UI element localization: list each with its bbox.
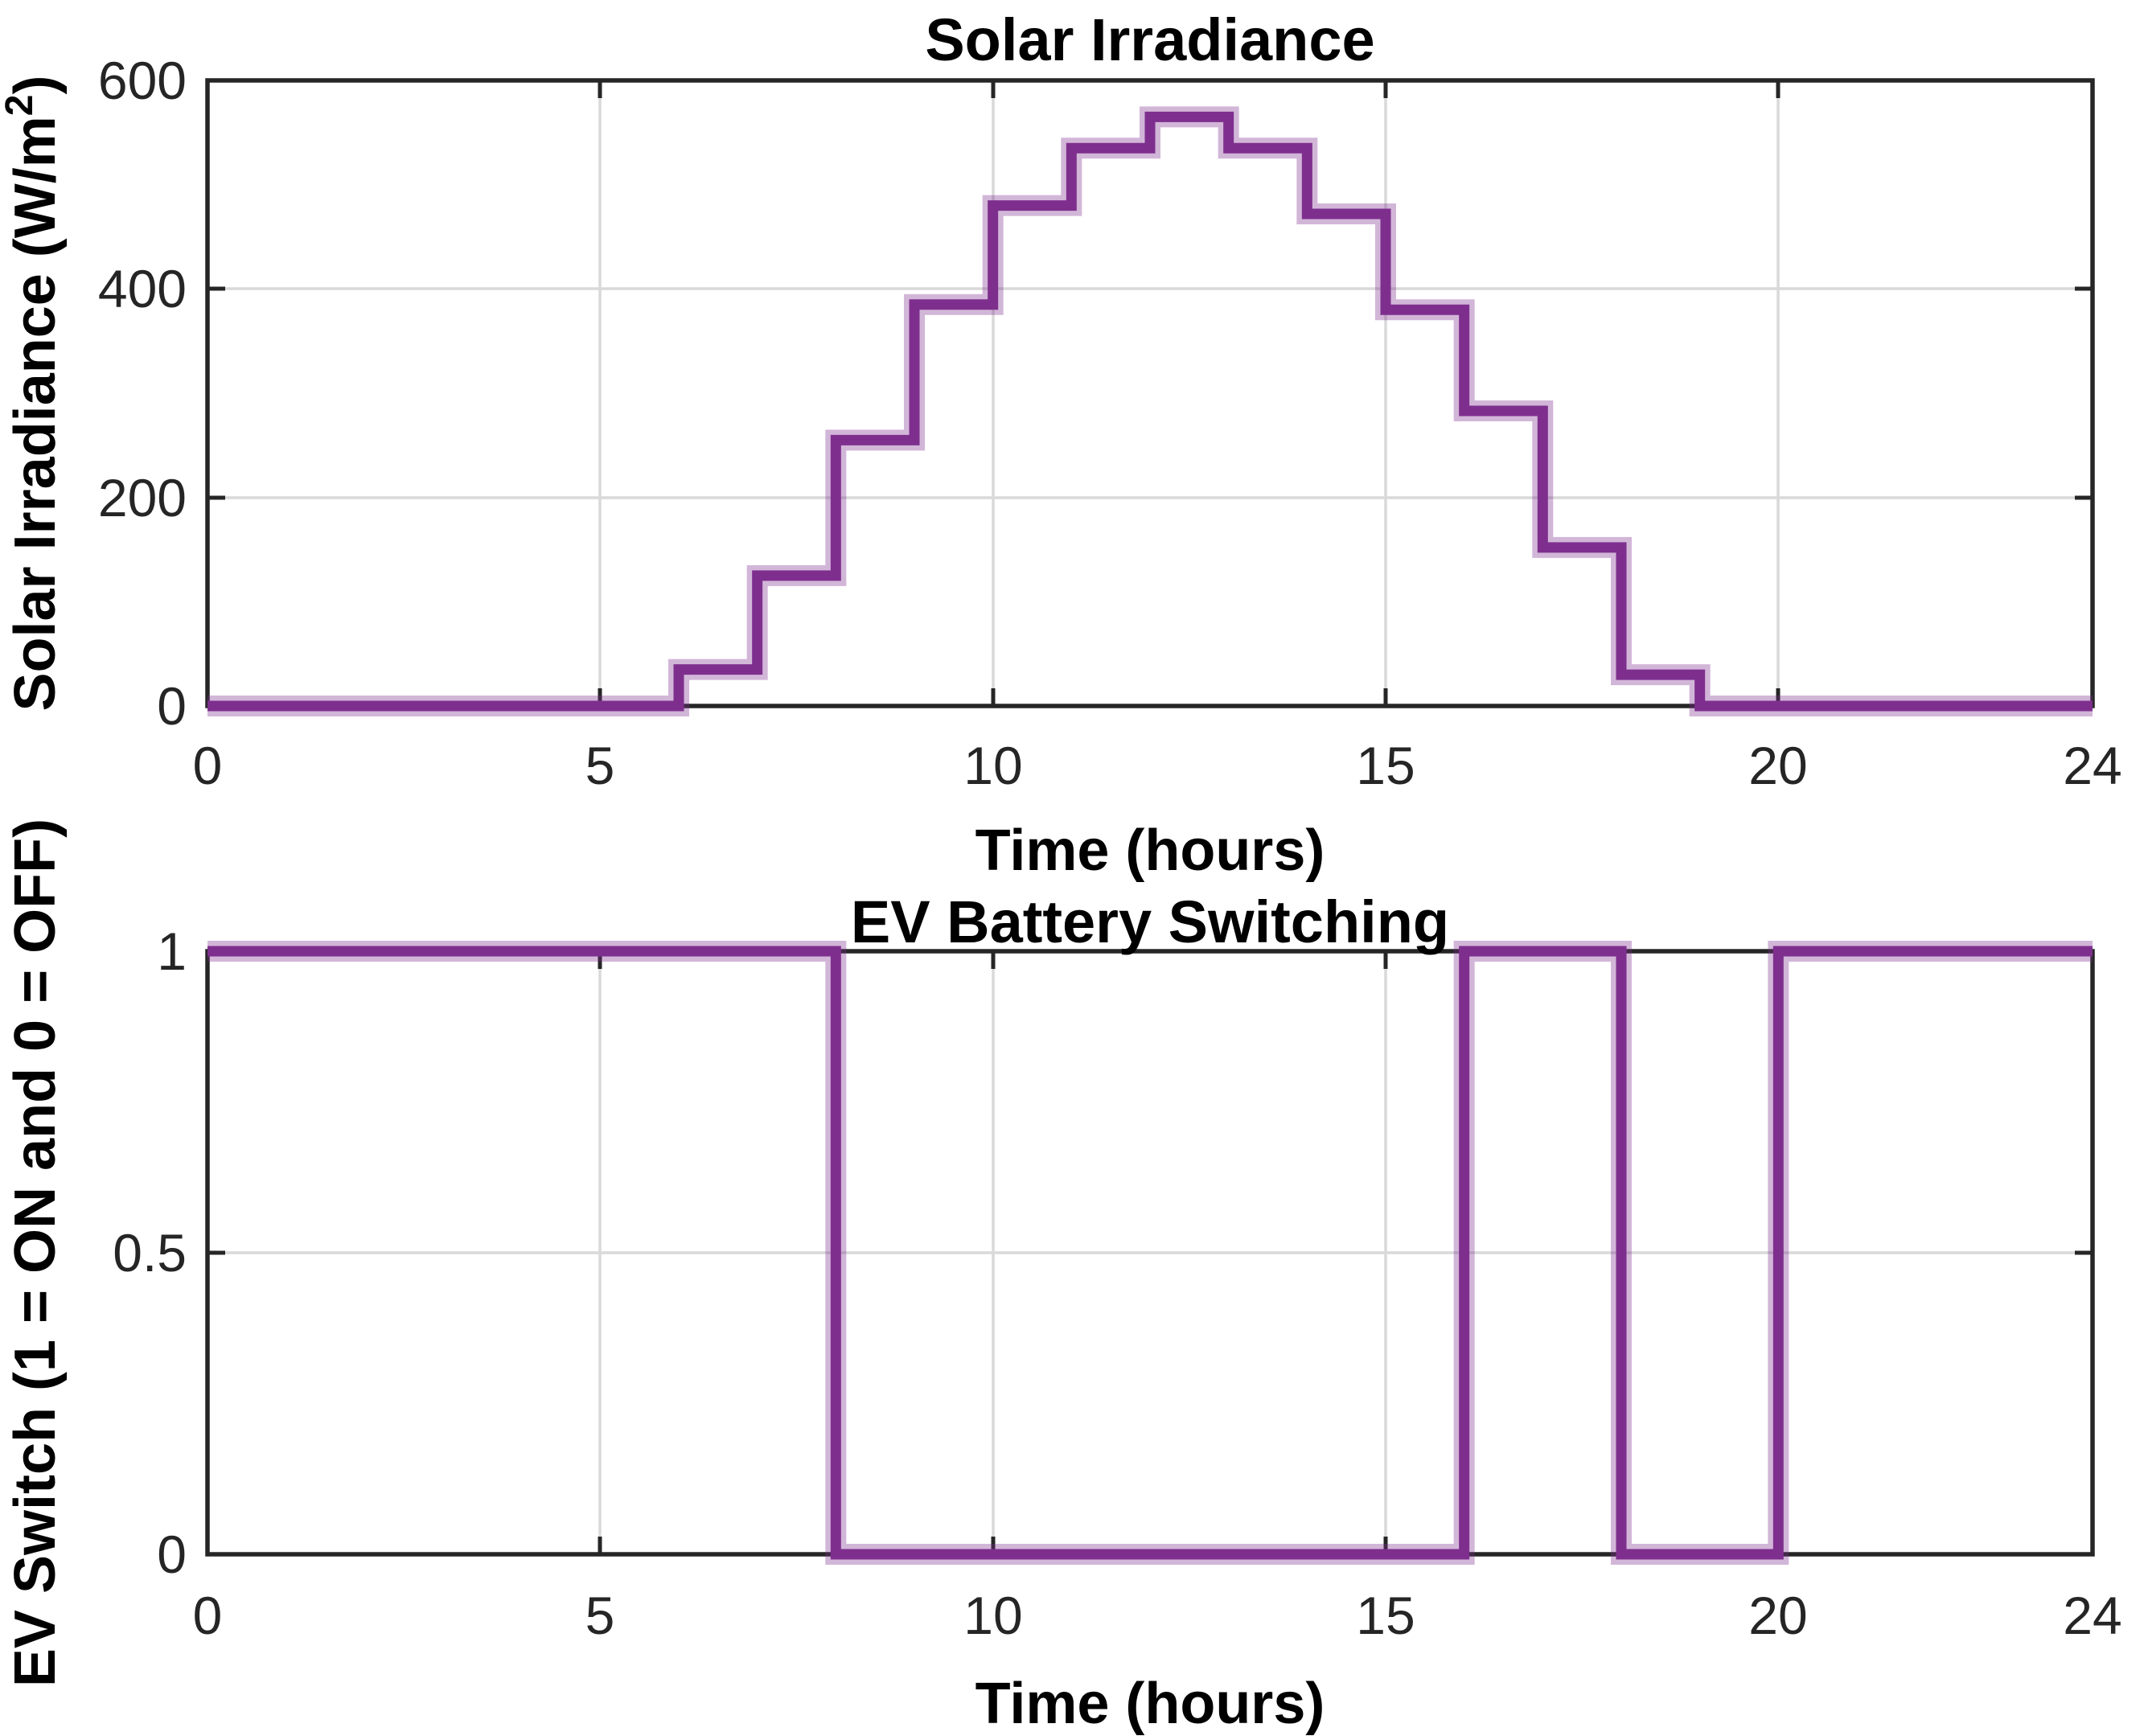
- solar-ylabel-main: Solar Irradiance (W/m: [3, 116, 68, 711]
- y-tick: 400: [98, 259, 187, 318]
- y-tick: 1: [157, 921, 187, 981]
- series-line-halo: [207, 106, 2093, 716]
- ev-y-tick-labels: 1 0.5 0: [113, 921, 187, 1584]
- x-tick: 0: [193, 1586, 223, 1645]
- x-tick: 20: [1748, 1586, 1807, 1645]
- series-line: [207, 946, 2093, 1560]
- solar-grid: [207, 80, 2093, 706]
- solar-ylabel-superscript: 2: [0, 95, 41, 117]
- series-line: [207, 111, 2093, 712]
- solar-series: [207, 106, 2093, 716]
- ev-ylabel: EV Switch (1 = ON and 0 = OFF): [3, 819, 68, 1687]
- ev-plot-title: EV Battery Switching: [851, 889, 1449, 955]
- y-tick: 600: [98, 51, 187, 110]
- x-tick: 5: [585, 1586, 615, 1645]
- x-tick: 15: [1356, 1586, 1415, 1645]
- x-tick: 5: [585, 736, 615, 795]
- x-tick: 0: [193, 736, 223, 795]
- solar-ylabel-close: ): [3, 76, 68, 95]
- ev-series: [207, 941, 2093, 1565]
- solar-x-tick-labels: 0 5 10 15 20 24: [193, 736, 2122, 795]
- ev-xlabel: Time (hours): [975, 1672, 1325, 1736]
- y-tick: 0: [157, 1525, 187, 1584]
- y-tick: 0: [157, 676, 187, 736]
- x-tick: 24: [2063, 736, 2121, 795]
- solar-tick-marks: [205, 78, 2095, 708]
- solar-y-tick-labels: 600 400 200 0: [98, 51, 187, 736]
- ev-switching-plot: EV Battery Switching 1 0.5 0 0 5 10 15 2…: [3, 819, 2122, 1736]
- solar-xlabel: Time (hours): [975, 819, 1325, 883]
- ev-grid: [207, 951, 2093, 1554]
- x-tick: 10: [963, 1586, 1022, 1645]
- ev-x-tick-labels: 0 5 10 15 20 24: [193, 1586, 2122, 1645]
- solar-ylabel: Solar Irradiance (W/m2): [0, 76, 68, 712]
- y-tick: 0.5: [113, 1223, 187, 1283]
- solar-irradiance-plot: Solar Irradiance 600 400 200 0 0 5 10 15…: [0, 6, 2122, 883]
- y-tick: 200: [98, 468, 187, 527]
- x-tick: 15: [1356, 736, 1415, 795]
- solar-plot-title: Solar Irradiance: [925, 6, 1374, 73]
- x-tick: 24: [2063, 1586, 2121, 1645]
- solar-axes-box: [205, 78, 2095, 708]
- x-tick: 10: [963, 736, 1022, 795]
- x-tick: 20: [1748, 736, 1807, 795]
